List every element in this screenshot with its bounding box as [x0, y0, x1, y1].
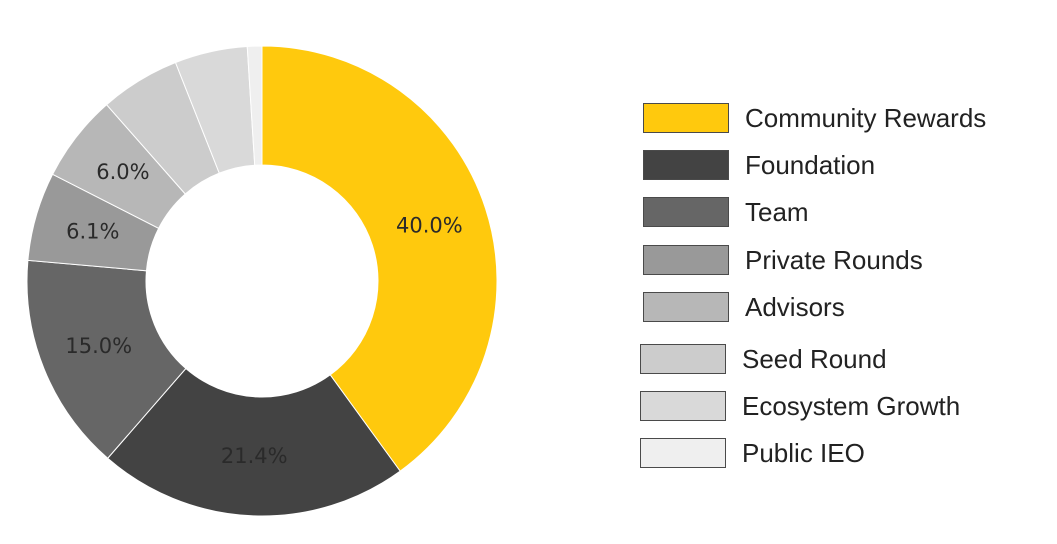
- legend-item-foundation: Foundation: [643, 148, 875, 182]
- legend-swatch: [640, 438, 726, 468]
- legend-label: Advisors: [745, 291, 845, 322]
- slice-public-ieo: [246, 45, 263, 166]
- legend-swatch: [643, 103, 729, 133]
- donut-chart-plot: 40.0% 21.4% 15.0% 6.1% 6.0%: [26, 45, 498, 517]
- legend-label: Community Rewards: [745, 102, 987, 133]
- legend-item-team: Team: [643, 195, 809, 229]
- slice-label-community-rewards: 40.0%: [396, 214, 463, 238]
- slice-foundation: [106, 367, 401, 517]
- legend-swatch: [640, 391, 726, 421]
- legend-item-advisors: Advisors: [643, 290, 845, 324]
- legend-item-seed-round: Seed Round: [640, 342, 887, 376]
- legend-label: Seed Round: [742, 343, 887, 374]
- slice-community-rewards: [261, 45, 498, 472]
- legend-label: Foundation: [745, 149, 876, 180]
- legend-item-public-ieo: Public IEO: [640, 436, 865, 470]
- slice-label-foundation: 21.4%: [221, 444, 288, 468]
- legend-swatch: [643, 292, 729, 322]
- slice-label-private-rounds: 6.1%: [66, 219, 119, 243]
- legend-label: Public IEO: [742, 437, 865, 468]
- legend-label: Ecosystem Growth: [742, 390, 961, 421]
- slice-team: [26, 259, 187, 459]
- legend-item-ecosystem-growth: Ecosystem Growth: [640, 389, 960, 423]
- legend-label: Team: [745, 196, 809, 227]
- legend-label: Private Rounds: [745, 244, 923, 275]
- slice-label-team: 15.0%: [65, 334, 132, 358]
- legend-swatch: [640, 344, 726, 374]
- legend-item-community-rewards: Community Rewards: [643, 101, 986, 135]
- slice-label-advisors: 6.0%: [96, 160, 149, 184]
- legend-swatch: [643, 197, 729, 227]
- legend-swatch: [643, 150, 729, 180]
- legend-item-private-rounds: Private Rounds: [643, 243, 923, 277]
- legend-swatch: [643, 245, 729, 275]
